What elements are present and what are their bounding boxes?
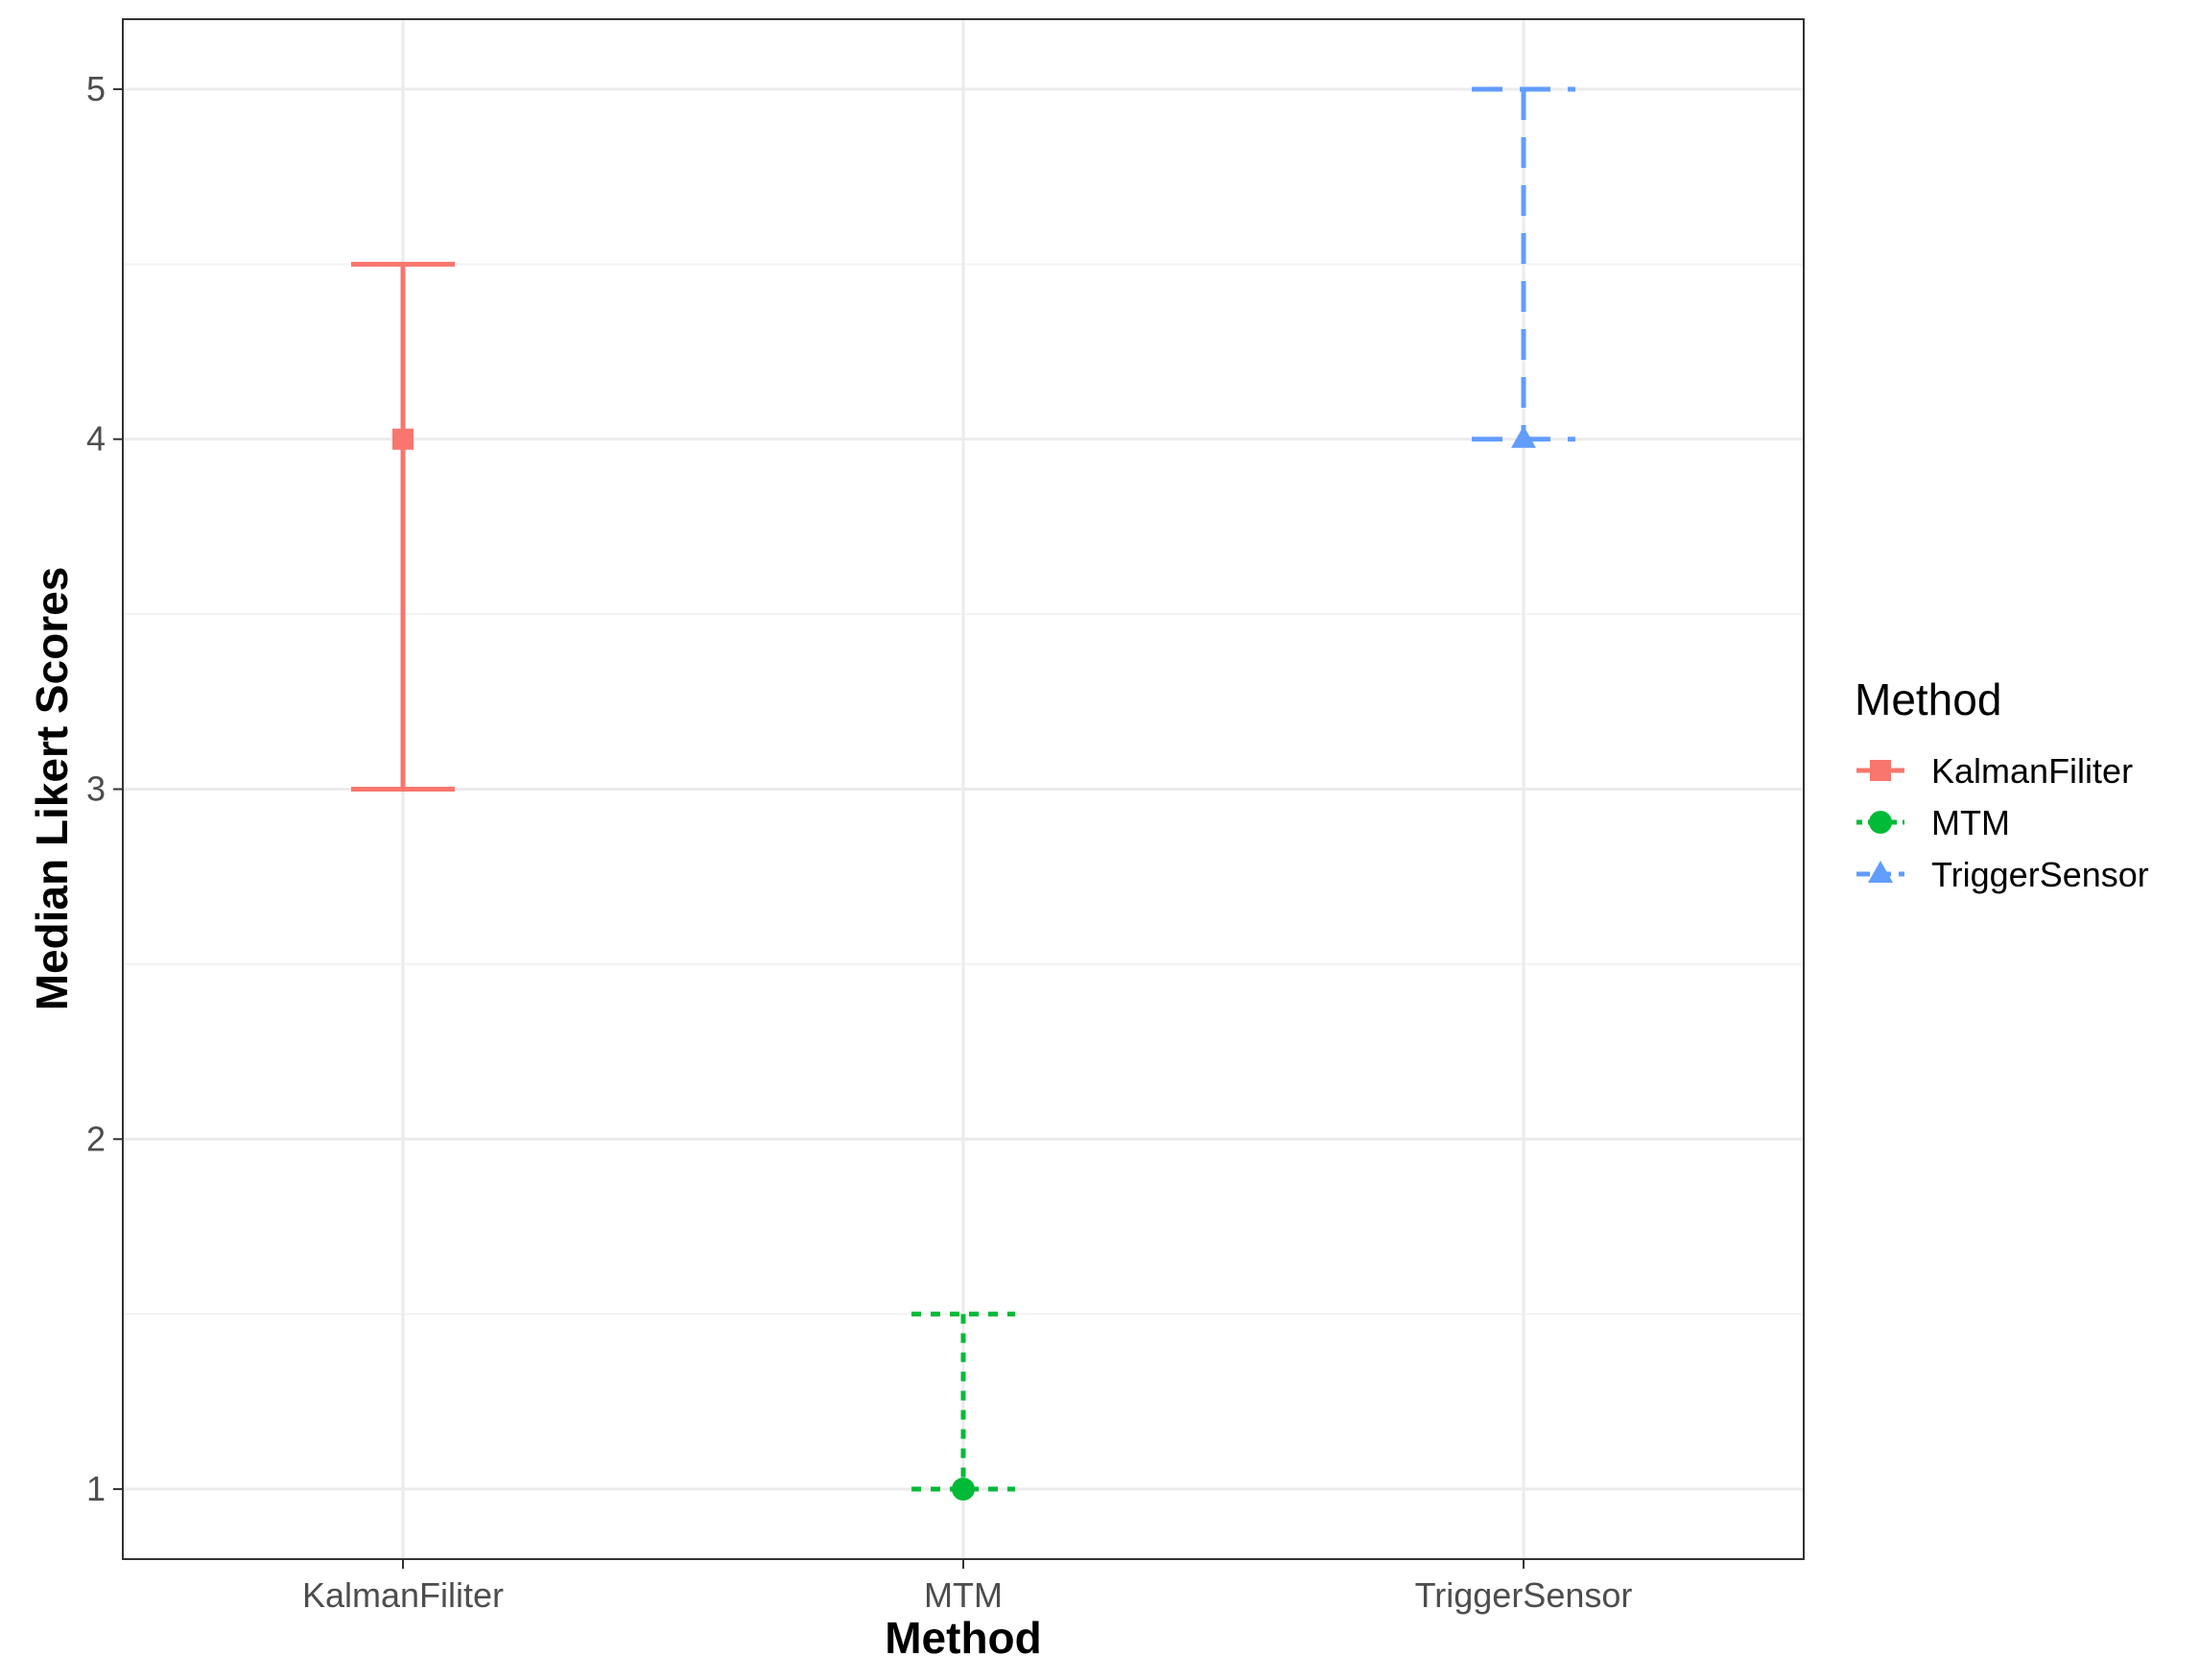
data-marks (351, 86, 1575, 1502)
legend-key-marker-triggersensor (1868, 861, 1893, 883)
y-tick-label: 5 (86, 69, 106, 108)
median-point-mtm (952, 1478, 975, 1502)
median-point-kalmanfiliter (392, 428, 414, 450)
x-tick-label: TriggerSensor (1415, 1575, 1633, 1615)
legend-label-mtm: MTM (1931, 803, 2010, 842)
legend-entries: KalmanFiliter MTM TriggerSensor (1856, 751, 2149, 894)
x-tick-label: MTM (924, 1575, 1003, 1615)
axes: 1 2 3 4 5 KalmanFiliter MTM TriggerSensor (86, 69, 1632, 1615)
x-tick-label: KalmanFiliter (302, 1575, 504, 1615)
legend-key-marker-mtm (1869, 811, 1892, 834)
y-tick-label: 3 (86, 769, 106, 809)
y-tick-label: 4 (86, 419, 106, 459)
legend-key-marker-kalmanfiliter (1870, 760, 1891, 781)
y-tick-label: 2 (86, 1119, 106, 1158)
y-axis-title: Median Likert Scores (27, 567, 77, 1011)
legend-title: Method (1855, 674, 2001, 724)
median-point-triggersensor (1511, 425, 1536, 448)
legend-label-kalmanfiliter: KalmanFiliter (1931, 751, 2133, 791)
legend[interactable]: Method KalmanFiliter MTM TriggerSensor (1855, 674, 2149, 894)
x-axis-title: Method (885, 1613, 1042, 1663)
y-tick-label: 1 (86, 1469, 106, 1508)
legend-label-triggersensor: TriggerSensor (1931, 855, 2149, 894)
